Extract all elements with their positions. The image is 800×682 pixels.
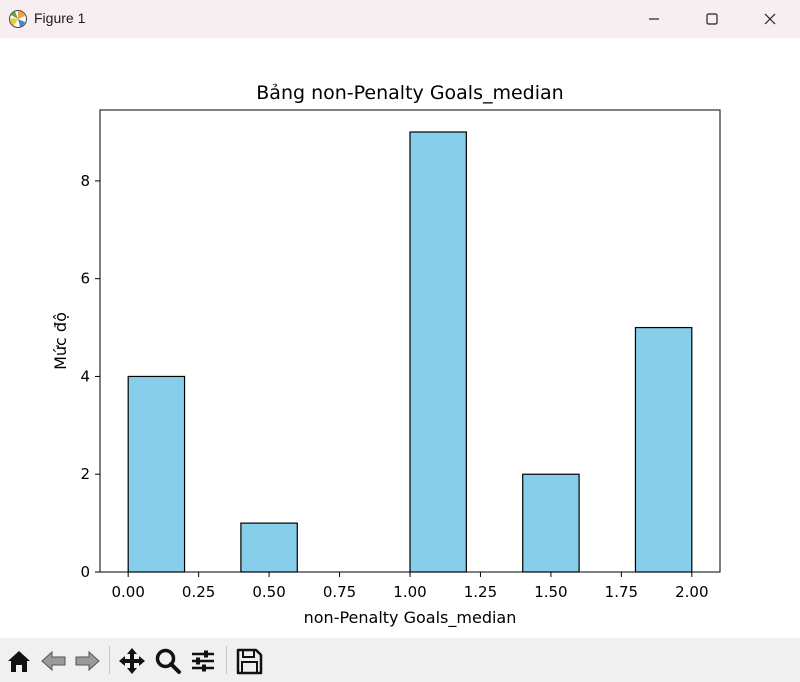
zoom-button[interactable] [153,646,183,676]
chart-title: Bảng non-Penalty Goals_median [256,82,563,104]
y-tick-label: 0 [80,563,90,581]
histogram-bar [409,131,467,573]
histogram-bar [634,326,693,573]
bars-group [127,131,693,573]
figure-canvas: Bảng non-Penalty Goals_median 0.00 0.25 0.… [0,38,800,638]
y-axis-label: Mức độ [51,312,70,370]
minimize-icon [649,18,659,20]
pan-button[interactable] [117,646,147,676]
forward-button[interactable] [72,646,102,676]
configure-subplots-button[interactable] [188,646,218,676]
histogram-bar [240,522,298,573]
window-title: Figure 1 [34,10,86,26]
maximize-button[interactable] [683,0,741,38]
y-tick-label: 2 [80,465,90,483]
home-button[interactable] [4,646,34,676]
x-tick-label: 0.00 [111,583,144,601]
x-tick-label: 1.25 [464,583,497,601]
matplotlib-icon [9,10,27,28]
back-arrow-icon [41,650,66,672]
histogram-chart: Bảng non-Penalty Goals_median 0.00 0.25 0.… [51,82,721,628]
y-axis-ticks: 0 2 4 6 8 [80,172,100,581]
save-floppy-icon [236,648,263,675]
home-icon [8,651,30,672]
close-icon [764,13,776,25]
x-tick-label: 0.25 [182,583,215,601]
toolbar-separator [109,646,110,674]
histogram-bar [127,375,186,573]
y-tick-label: 8 [80,172,90,190]
y-tick-label: 4 [80,367,90,385]
x-axis-ticks: 0.00 0.25 0.50 0.75 1.00 1.25 1.50 1.75 2.00 [111,572,709,601]
toolbar-separator [226,646,227,674]
save-button[interactable] [234,646,264,676]
zoom-magnifier-icon [155,648,181,674]
minimize-button[interactable] [625,0,683,38]
x-axis-label: non-Penalty Goals_median [304,608,517,628]
histogram-bar [522,473,580,573]
back-button[interactable] [39,646,69,676]
configure-subplots-icon [192,650,214,672]
x-tick-label: 1.75 [605,583,638,601]
window-titlebar: Figure 1 [0,0,800,38]
navigation-toolbar [0,638,800,682]
forward-arrow-icon [75,650,100,672]
x-tick-label: 1.00 [393,583,426,601]
x-tick-label: 1.50 [534,583,567,601]
x-tick-label: 2.00 [675,583,708,601]
maximize-icon [706,13,718,25]
y-tick-label: 6 [80,270,90,288]
x-tick-label: 0.75 [323,583,356,601]
pan-move-icon [119,648,145,674]
x-tick-label: 0.50 [252,583,285,601]
close-button[interactable] [741,0,799,38]
